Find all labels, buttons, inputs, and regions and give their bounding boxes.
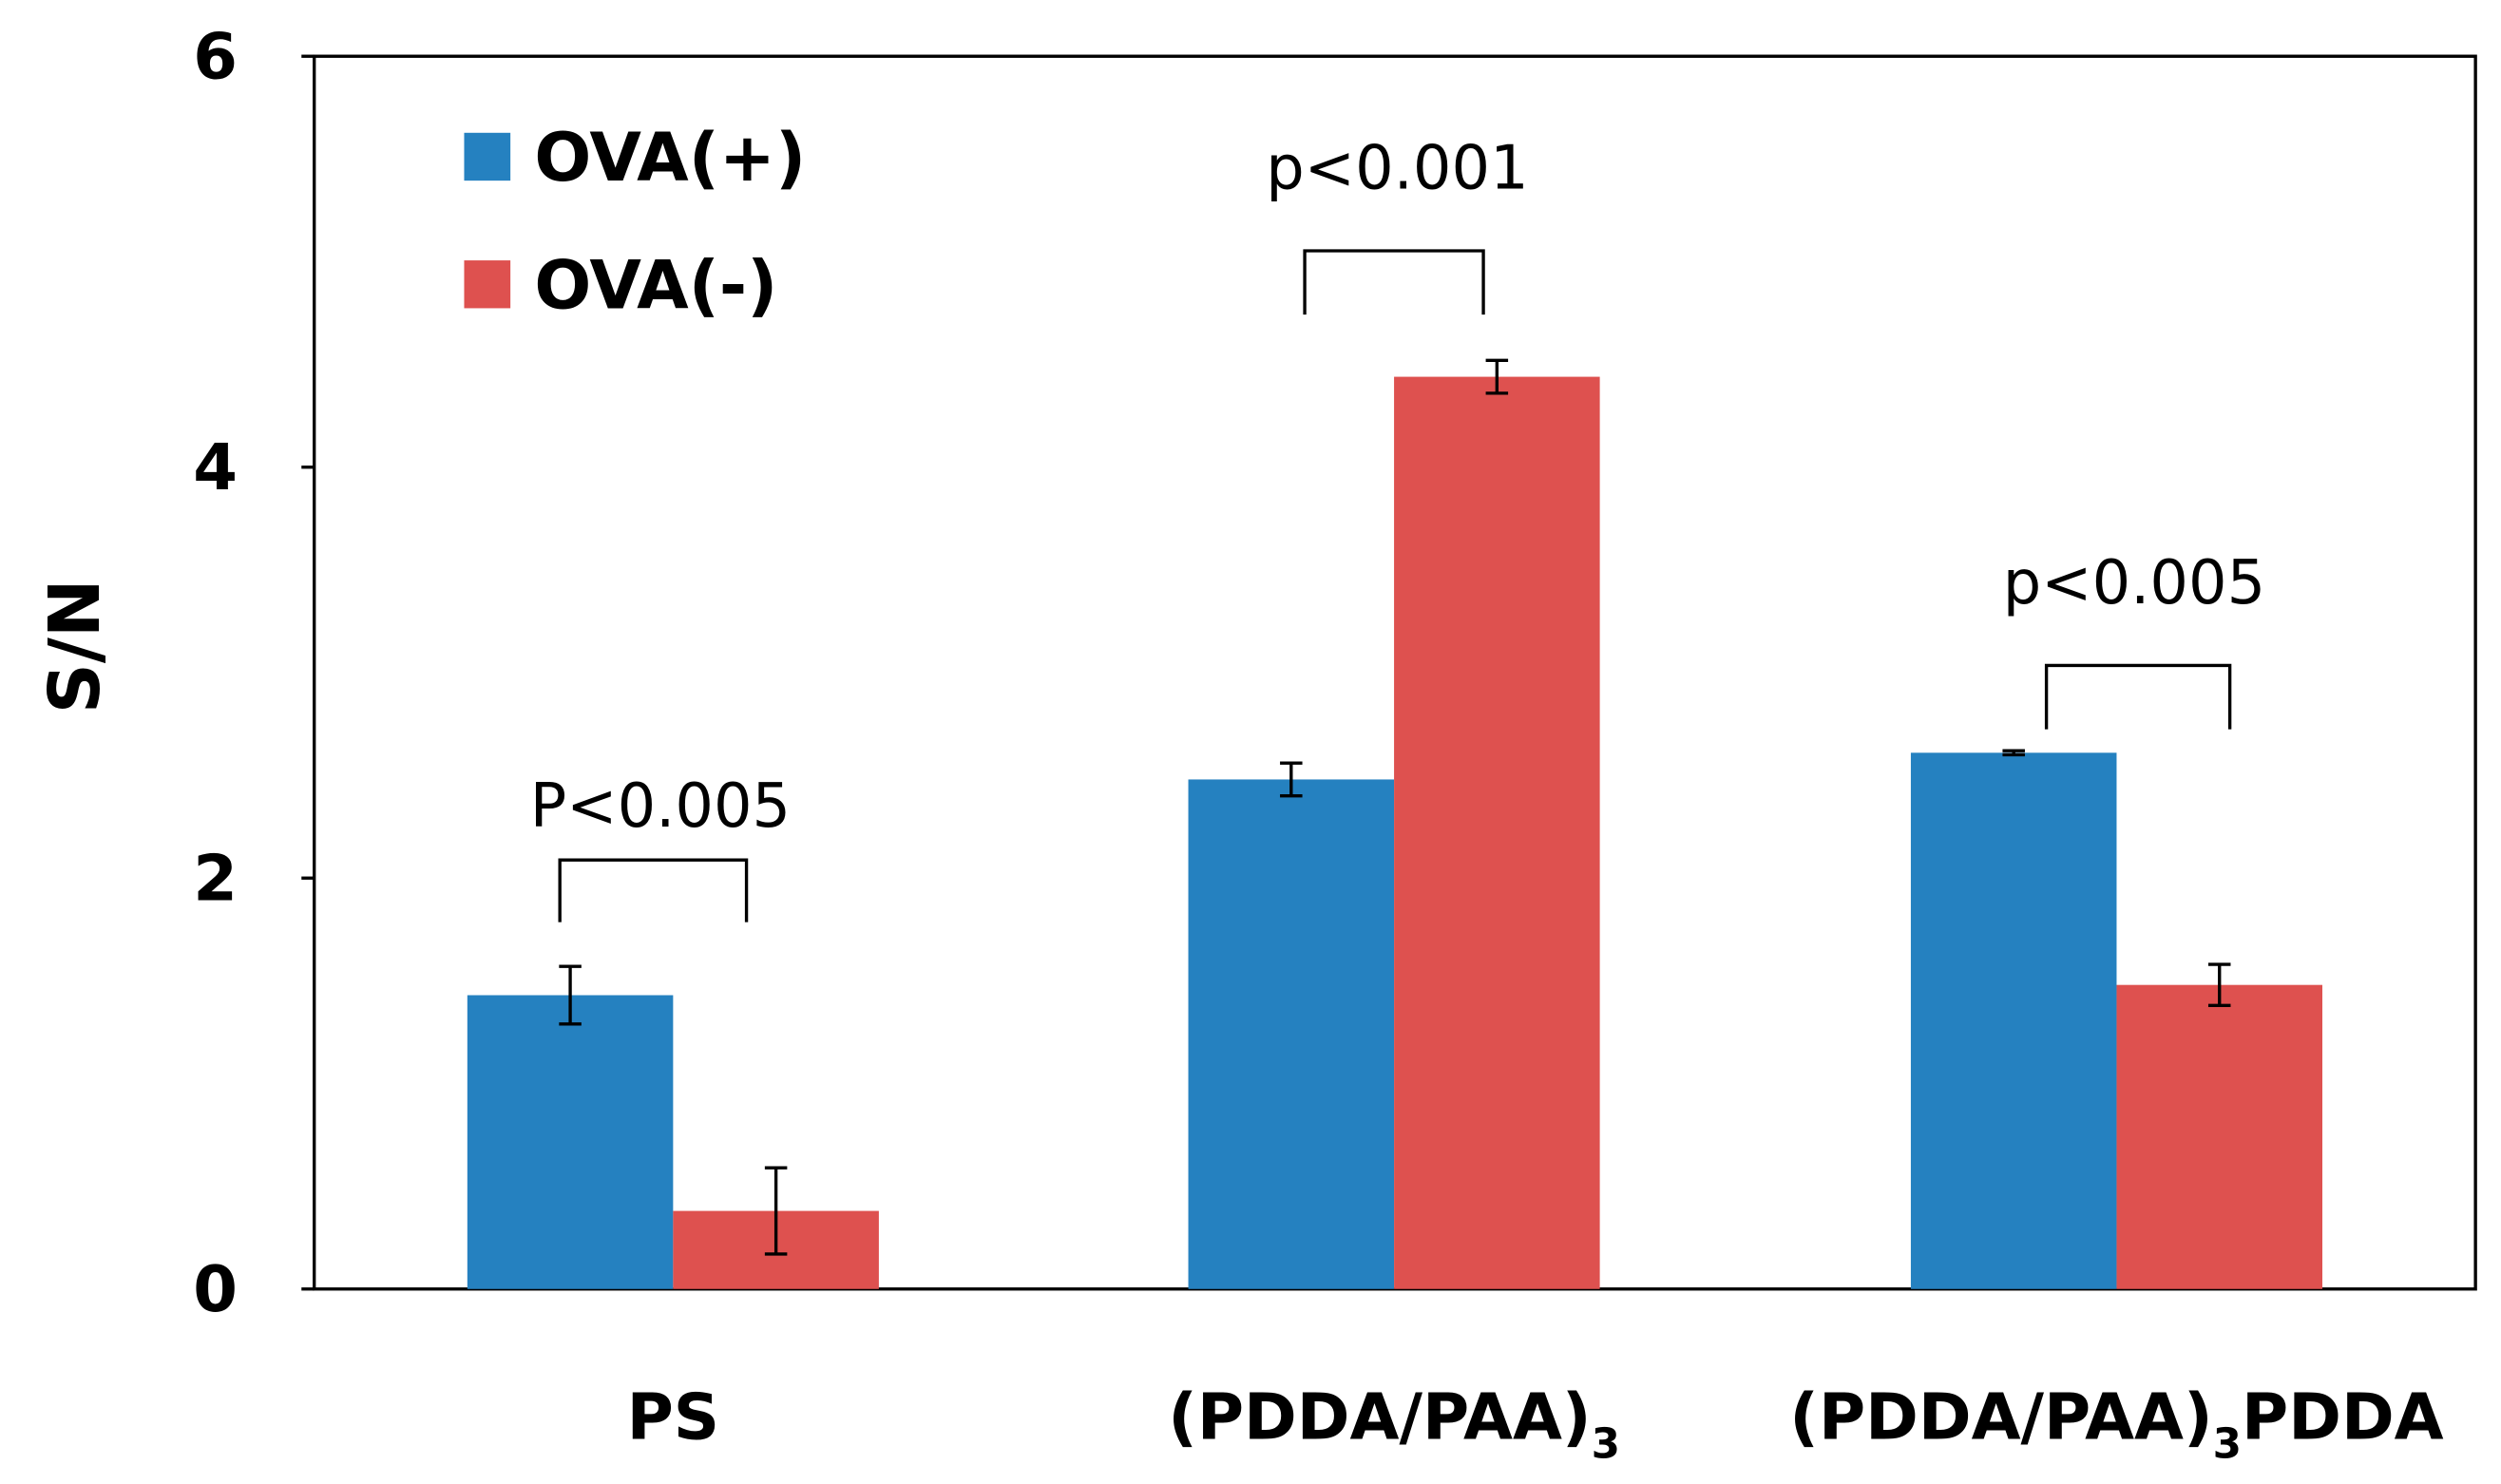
significance-label: P<0.005 — [530, 771, 791, 842]
significance-label: p<0.005 — [2003, 548, 2265, 618]
x-tick-label: (PDDA/PAA)3PDDA — [1789, 1380, 2443, 1469]
x-tick-label: PS — [627, 1380, 720, 1455]
bar-ova-plus — [1188, 779, 1395, 1289]
bar-ova-plus — [1910, 752, 2117, 1289]
y-axis-label: S/N — [34, 579, 116, 713]
y-tick-label: 4 — [193, 430, 238, 504]
y-tick-label: 6 — [193, 20, 238, 94]
significance-bracket — [2044, 663, 2232, 730]
y-tick-label: 2 — [193, 842, 238, 916]
x-tick-label: (PDDA/PAA)3 — [1168, 1380, 1620, 1469]
significance-bracket — [558, 858, 749, 923]
legend-label: OVA(-) — [534, 246, 777, 324]
significance-label: p<0.001 — [1266, 134, 1528, 204]
bar-ova-minus — [1394, 376, 1600, 1289]
legend-swatch — [464, 132, 511, 181]
bar-ova-minus — [2116, 984, 2322, 1289]
legend-label: OVA(+) — [534, 119, 806, 197]
bar-ova-plus — [467, 995, 674, 1289]
legend-swatch — [464, 260, 511, 309]
y-tick-label: 0 — [193, 1252, 238, 1326]
significance-bracket — [1303, 249, 1485, 315]
